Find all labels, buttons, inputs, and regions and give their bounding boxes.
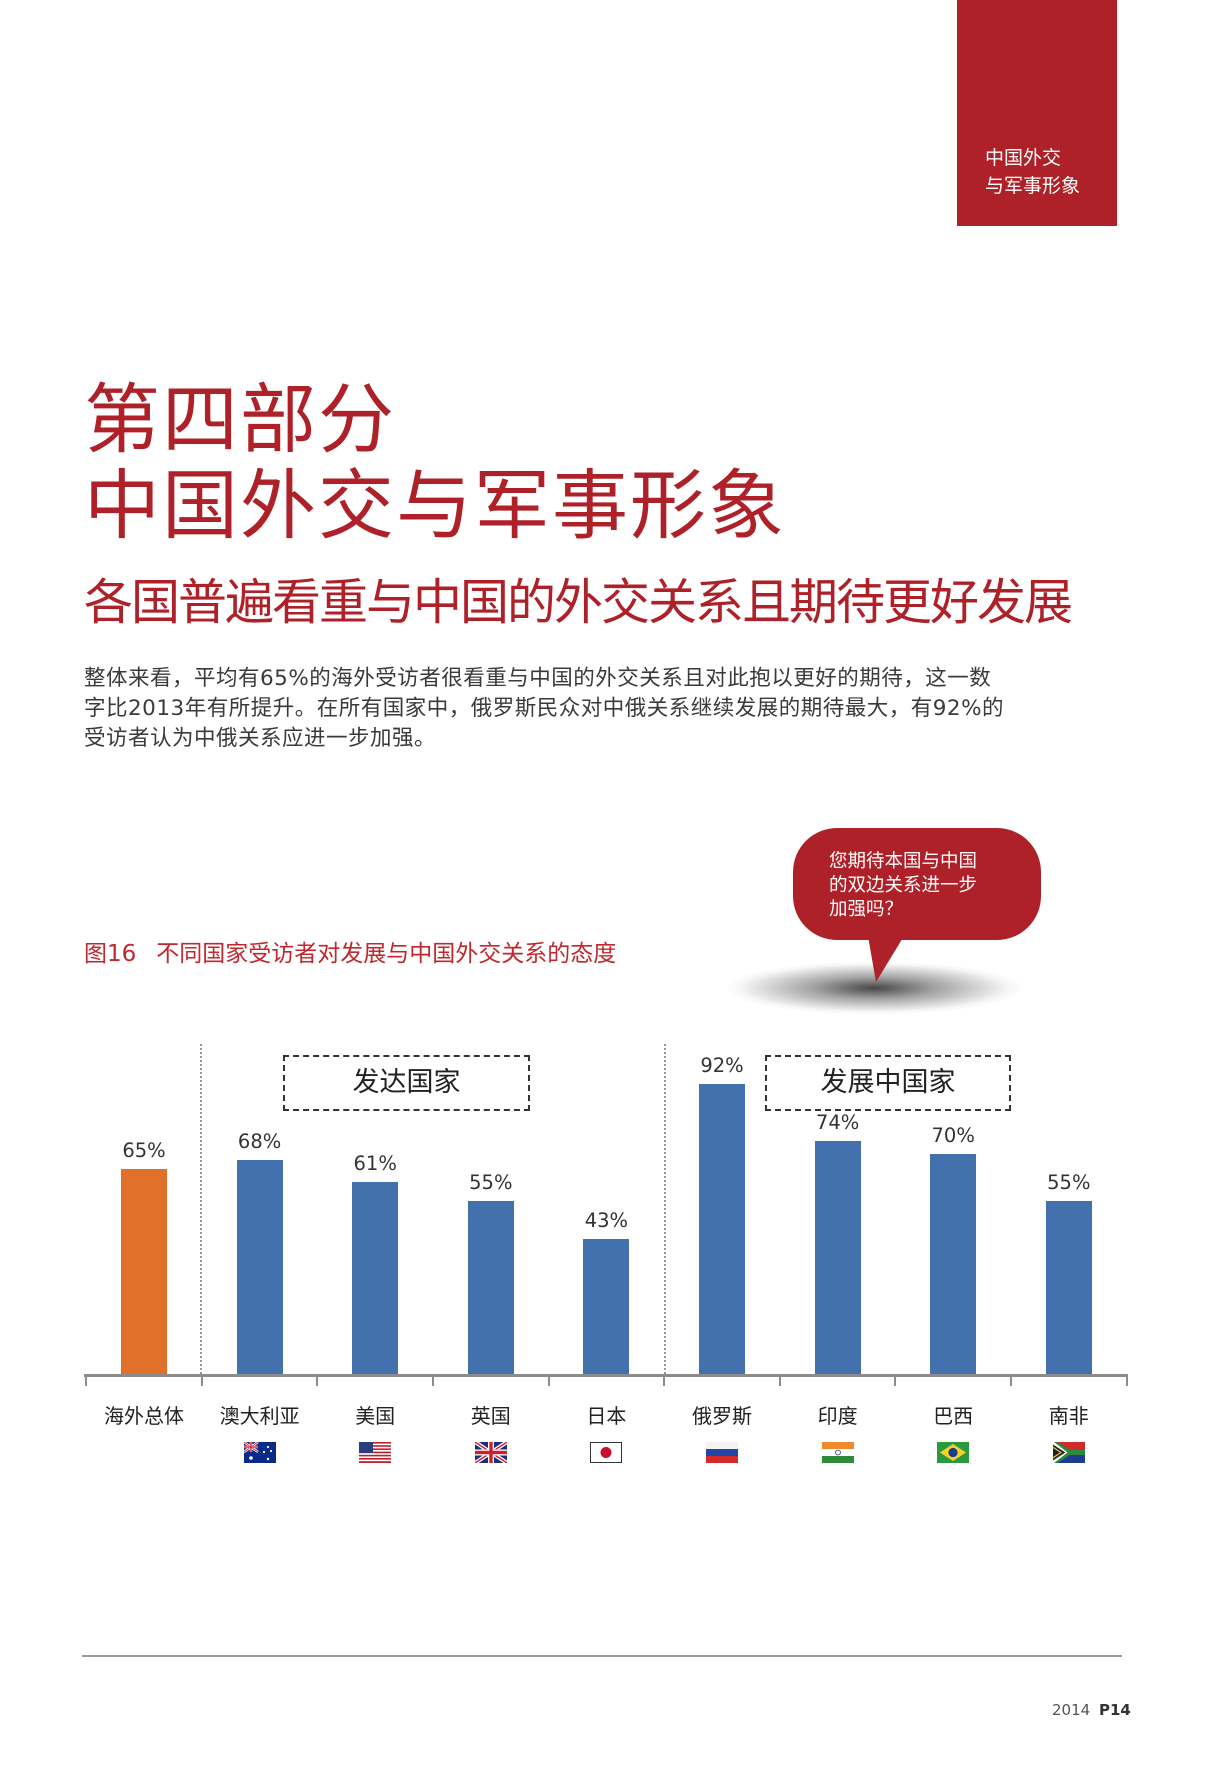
x-axis-tick: [1126, 1374, 1128, 1386]
body-text-line-1: 整体来看，平均有65%的海外受访者很看重与中国的外交关系且对此抱以更好的期待，这…: [84, 666, 992, 691]
section-tab-line-2: 与军事形象: [985, 175, 1081, 197]
x-axis-tick: [432, 1374, 434, 1386]
india-flag: [821, 1442, 854, 1463]
x-axis: [84, 1374, 1128, 1377]
question-line-1: 您期待本国与中国: [829, 851, 978, 872]
question-bubble: 您期待本国与中国 的双边关系进一步 加强吗？: [793, 828, 1041, 940]
bar-7: [814, 1140, 861, 1374]
x-axis-tick: [85, 1374, 87, 1386]
russia-flag: [706, 1442, 738, 1463]
category-label: 海外总体: [104, 1404, 184, 1428]
uk-flag: [474, 1442, 507, 1463]
question-line-3: 加强吗？: [829, 899, 904, 920]
bar-3: [352, 1181, 399, 1374]
body-text-line-3: 受访者认为中俄关系应进一步加强。: [84, 726, 437, 751]
australia-flag: [243, 1442, 276, 1463]
category-label: 英国: [470, 1404, 511, 1428]
x-axis-tick: [316, 1374, 318, 1386]
group-divider: [200, 1044, 202, 1374]
x-axis-tick: [663, 1374, 665, 1386]
value-label: 70%: [931, 1123, 975, 1147]
value-label: 74%: [815, 1110, 860, 1134]
category-label: 俄罗斯: [692, 1404, 752, 1428]
category-label: 澳大利亚: [219, 1404, 300, 1428]
x-axis-tick: [1010, 1374, 1012, 1386]
section-subtitle: 各国普遍看重与中国的外交关系且期待更好发展: [84, 574, 1073, 631]
value-label: 61%: [353, 1151, 397, 1175]
bar-8: [930, 1153, 977, 1374]
value-label: 55%: [1047, 1170, 1091, 1194]
bar-5: [583, 1238, 630, 1374]
bar-6: [699, 1084, 745, 1374]
section-tab-line-1: 中国外交: [985, 147, 1062, 169]
body-text-line-2: 字比2013年有所提升。在所有国家中，俄罗斯民众对中俄关系继续发展的期待最大，有…: [84, 696, 1005, 721]
footer-rule: [82, 1655, 1122, 1657]
value-label: 68%: [237, 1129, 282, 1153]
category-label: 巴西: [933, 1404, 974, 1428]
bar-9: [1045, 1200, 1092, 1374]
page-number: P14: [1099, 1701, 1131, 1719]
value-label: 43%: [584, 1208, 629, 1232]
footer-year: 2014: [1052, 1701, 1091, 1719]
section-title: 中国外交与军事形象: [84, 461, 786, 550]
x-axis-tick: [779, 1374, 781, 1386]
value-label: 92%: [700, 1054, 744, 1078]
category-label: 美国: [355, 1404, 396, 1428]
category-label: 日本: [586, 1404, 627, 1428]
bubble-tail: [868, 936, 904, 982]
bar-2: [236, 1159, 283, 1374]
value-label: 55%: [469, 1170, 513, 1194]
question-line-2: 的双边关系进一步: [829, 875, 978, 896]
x-axis-tick: [201, 1374, 203, 1386]
figure-caption: 图16 不同国家受访者对发展与中国外交关系的态度: [84, 938, 616, 970]
brazil-flag: [937, 1442, 970, 1463]
bar-1: [121, 1169, 167, 1374]
figure-number: 图16: [84, 941, 137, 967]
south-africa-flag: [1052, 1442, 1085, 1463]
x-axis-tick: [894, 1374, 896, 1386]
group-divider: [664, 1044, 666, 1374]
category-label: 南非: [1048, 1404, 1089, 1428]
usa-flag: [359, 1442, 392, 1463]
part-title: 第四部分: [84, 375, 396, 464]
group-label-developed: 发达国家: [283, 1055, 530, 1111]
question-text: 您期待本国与中国 的双边关系进一步 加强吗？: [829, 850, 977, 922]
group-label-developing: 发展中国家: [765, 1055, 1011, 1111]
section-tab: 中国外交 与军事形象: [957, 0, 1117, 226]
bar-4: [467, 1200, 514, 1374]
x-axis-tick: [548, 1374, 550, 1386]
value-label: 65%: [122, 1139, 166, 1163]
figure-title: 不同国家受访者对发展与中国外交关系的态度: [156, 941, 617, 967]
category-label: 印度: [817, 1404, 858, 1428]
japan-flag: [590, 1442, 623, 1463]
